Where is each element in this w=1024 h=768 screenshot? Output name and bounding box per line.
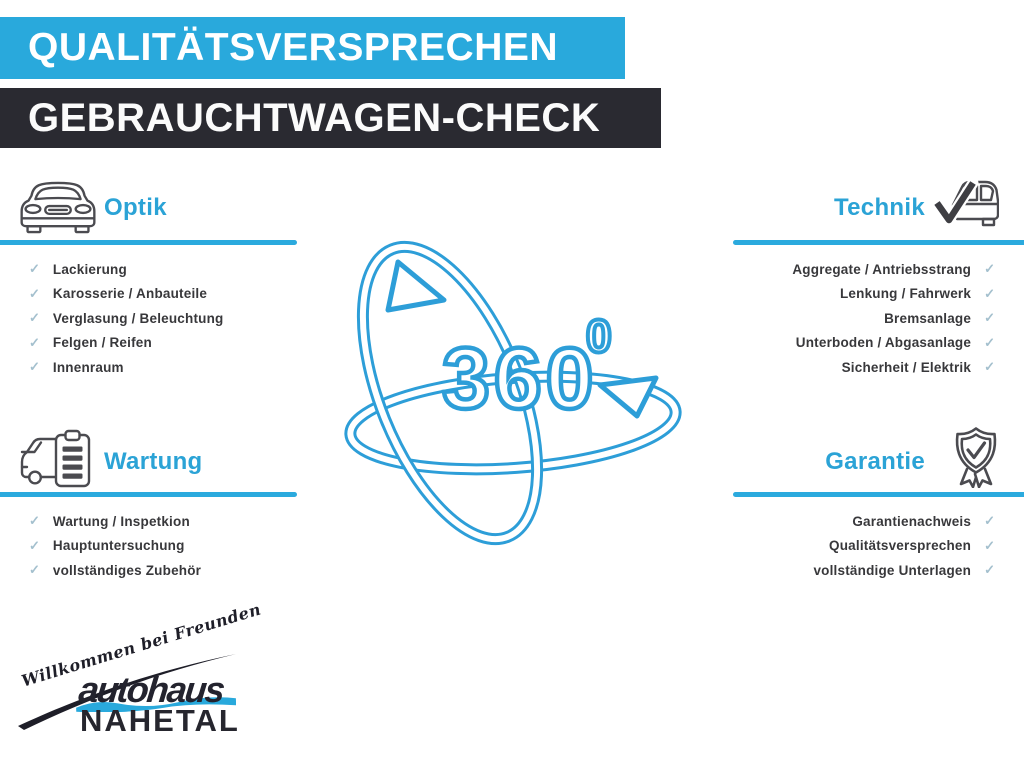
technik-check-list: Aggregate / Antriebsstrang ✓ Lenkung / Fa…	[792, 257, 995, 380]
list-item-label: Bremsanlage	[884, 310, 972, 326]
section-title-technik: Technik	[833, 194, 925, 221]
check-icon: ✓	[984, 261, 995, 277]
check-icon: ✓	[984, 513, 995, 529]
list-item-label: Wartung / Inspetkion	[52, 513, 190, 529]
list-item: ✓ Wartung / Inspetkion	[29, 509, 190, 534]
list-item-label: Aggregate / Antriebsstrang	[792, 261, 972, 277]
list-item: ✓ Innenraum	[29, 355, 124, 380]
divider-garantie	[733, 492, 1024, 497]
garantie-check-list: Garantienachweis ✓ Qualitätsversprechen ✓ …	[813, 509, 995, 583]
list-item: ✓ Hauptuntersuchung	[29, 534, 185, 559]
list-item-label: vollständiges Zubehör	[52, 562, 202, 578]
list-item: Qualitätsversprechen ✓	[829, 534, 995, 559]
wartung-check-list: ✓ Wartung / Inspetkion ✓ Hauptuntersuchung…	[29, 509, 201, 583]
list-item-label: Karosserie / Anbauteile	[52, 286, 208, 302]
logo-name-nahetal: NAHETAL	[80, 703, 240, 738]
logo-blue-wave	[76, 694, 236, 712]
used-car-check-banner: GEBRAUCHTWAGEN-CHECK	[0, 88, 661, 148]
van-checklist-icon	[18, 429, 102, 491]
optik-check-list: ✓ Lackierung ✓ Karosserie / Anbauteile ✓ Ve…	[29, 257, 223, 380]
car-front-icon	[18, 179, 98, 234]
list-item-label: Lenkung / Fahrwerk	[839, 286, 972, 302]
list-item: ✓ Verglasung / Beleuchtung	[29, 306, 223, 331]
list-item-label: Garantienachweis	[852, 513, 972, 529]
check-icon: ✓	[29, 537, 40, 553]
list-item-label: Lackierung	[52, 261, 127, 277]
list-item-label: Felgen / Reifen	[52, 335, 152, 351]
ring-arrowhead-right	[597, 375, 659, 419]
divider-wartung	[0, 492, 297, 497]
check-icon: ✓	[29, 334, 40, 350]
list-item: Bremsanlage ✓	[884, 306, 995, 331]
check-icon: ✓	[984, 359, 995, 375]
check-icon: ✓	[29, 310, 40, 326]
list-item: Sicherheit / Elektrik ✓	[842, 355, 995, 380]
quality-promise-banner: QUALITÄTSVERSPRECHEN	[0, 17, 625, 79]
list-item-label: Innenraum	[52, 359, 124, 375]
degree-superscript: 0	[586, 310, 612, 362]
check-icon: ✓	[29, 513, 40, 529]
list-item: ✓ Lackierung	[29, 257, 127, 282]
check-icon: ✓	[984, 285, 995, 301]
list-item: ✓ vollständiges Zubehör	[29, 558, 201, 583]
divider-technik	[733, 240, 1024, 245]
list-item: Unterboden / Abgasanlage ✓	[796, 331, 995, 356]
check-icon: ✓	[984, 562, 995, 578]
shield-award-icon	[950, 426, 1002, 488]
list-item-label: Hauptuntersuchung	[52, 538, 185, 554]
section-title-wartung: Wartung	[104, 448, 203, 475]
check-icon: ✓	[984, 537, 995, 553]
list-item: vollständige Unterlagen ✓	[813, 558, 995, 583]
list-item-label: Sicherheit / Elektrik	[841, 359, 972, 375]
check-icon: ✓	[29, 261, 40, 277]
check-icon: ✓	[29, 562, 40, 578]
check-icon: ✓	[984, 334, 995, 350]
divider-optik	[0, 240, 297, 245]
360-degree-icon: 360 0	[338, 238, 693, 553]
list-item-label: Unterboden / Abgasanlage	[795, 335, 972, 351]
list-item-label: vollständige Unterlagen	[813, 562, 972, 578]
section-title-optik: Optik	[104, 194, 167, 221]
check-icon: ✓	[29, 285, 40, 301]
list-item: Aggregate / Antriebsstrang ✓	[792, 257, 995, 282]
check-icon: ✓	[984, 310, 995, 326]
car-check-icon	[933, 177, 999, 233]
loop-arrowhead-top	[385, 259, 447, 313]
list-item: Garantienachweis ✓	[852, 509, 995, 534]
360-label: 360	[442, 331, 598, 427]
list-item-label: Qualitätsversprechen	[829, 538, 972, 554]
list-item: ✓ Felgen / Reifen	[29, 331, 152, 356]
check-icon: ✓	[29, 359, 40, 375]
section-title-garantie: Garantie	[825, 448, 925, 475]
list-item: ✓ Karosserie / Anbauteile	[29, 282, 207, 307]
list-item: Lenkung / Fahrwerk ✓	[840, 282, 995, 307]
list-item-label: Verglasung / Beleuchtung	[52, 310, 224, 326]
logo-swoosh	[10, 644, 250, 744]
